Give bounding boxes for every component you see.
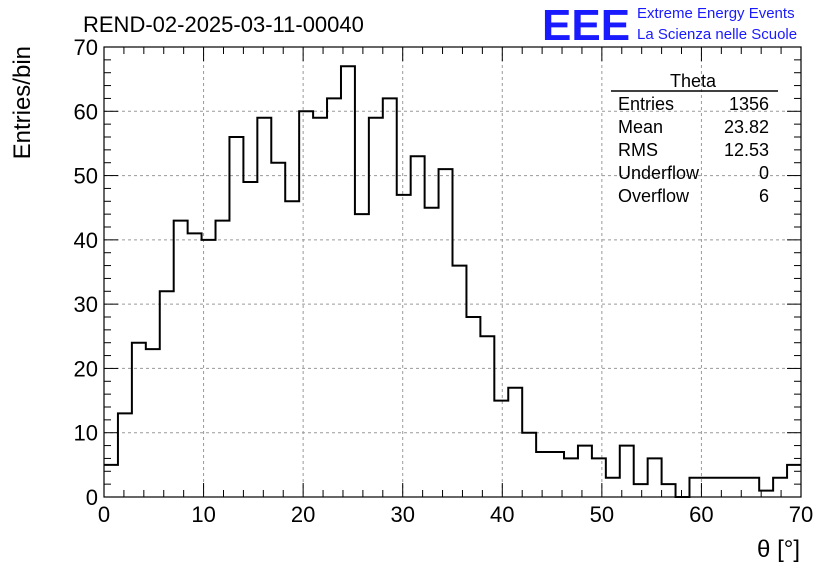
y-tick-label: 70: [74, 35, 98, 60]
x-tick-label: 10: [191, 502, 215, 527]
y-tick-label: 60: [74, 99, 98, 124]
y-tick-label: 0: [86, 485, 98, 510]
logo-line2: La Scienza nelle Scuole: [637, 26, 797, 43]
stats-rows: Entries 1356 Mean 23.82 RMS 12.53 Underflow 0 Ov…: [618, 94, 769, 206]
x-tick-label: 40: [490, 502, 514, 527]
y-tick-label: 10: [74, 421, 98, 446]
histogram-line: [104, 65, 801, 498]
x-tick-label: 70: [789, 502, 813, 527]
stats-label: Underflow: [618, 163, 700, 183]
y-tick-label: 30: [74, 292, 98, 317]
y-tick-labels: 0 10 20 30 40 50 60 70: [74, 35, 98, 510]
eee-logo: EEE Extreme Energy Events La Scienza nel…: [542, 1, 797, 50]
stats-box: Theta Entries 1356 Mean 23.82 RMS 12.53 Underf…: [611, 71, 778, 206]
stats-label: Mean: [618, 117, 663, 137]
stats-label: Overflow: [618, 186, 690, 206]
stats-label: RMS: [618, 140, 658, 160]
axis-ticks: [103, 46, 802, 498]
grid-lines: [104, 47, 801, 497]
x-tick-labels: 0 10 20 30 40 50 60 70: [98, 502, 813, 527]
stats-title: Theta: [670, 71, 717, 91]
plot-frame: [103, 46, 802, 498]
y-tick-label: 50: [74, 164, 98, 189]
stats-label: Entries: [618, 94, 674, 114]
logo-mark: EEE: [542, 1, 630, 50]
logo-line1: Extreme Energy Events: [637, 5, 795, 22]
x-axis-label: θ [°]: [757, 536, 800, 563]
stats-value: 12.53: [724, 140, 769, 160]
x-tick-label: 0: [98, 502, 110, 527]
y-tick-label: 20: [74, 356, 98, 381]
x-tick-label: 20: [291, 502, 315, 527]
x-tick-label: 30: [390, 502, 414, 527]
stats-value: 6: [759, 186, 769, 206]
x-tick-label: 60: [689, 502, 713, 527]
x-tick-label: 50: [590, 502, 614, 527]
stats-value: 1356: [729, 94, 769, 114]
y-tick-label: 40: [74, 228, 98, 253]
chart-title: REND-02-2025-03-11-00040: [83, 12, 364, 37]
stats-value: 23.82: [724, 117, 769, 137]
stats-value: 0: [759, 163, 769, 183]
y-axis-label: Entries/bin: [9, 46, 36, 159]
